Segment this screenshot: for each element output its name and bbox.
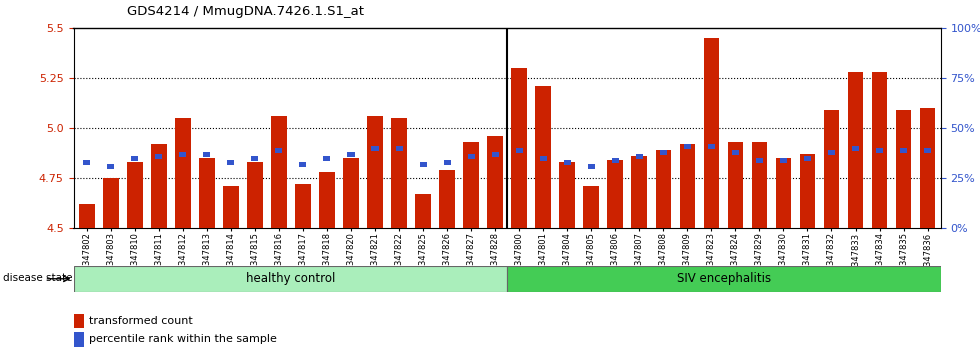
Bar xyxy=(612,158,618,162)
Text: SIV encephalitis: SIV encephalitis xyxy=(677,272,771,285)
Bar xyxy=(203,152,211,156)
Bar xyxy=(295,184,311,228)
Bar xyxy=(151,144,167,228)
Bar xyxy=(319,172,335,228)
Bar xyxy=(155,154,163,159)
Text: percentile rank within the sample: percentile rank within the sample xyxy=(89,335,277,344)
Bar xyxy=(636,154,643,159)
Bar xyxy=(275,148,282,153)
Bar xyxy=(391,118,407,228)
Bar xyxy=(876,148,883,153)
Bar xyxy=(107,164,115,169)
Bar xyxy=(74,314,84,329)
Bar xyxy=(756,158,762,162)
Bar xyxy=(583,186,599,228)
Bar xyxy=(684,144,691,149)
Bar xyxy=(103,178,119,228)
Bar xyxy=(775,158,791,228)
Text: disease state: disease state xyxy=(3,273,73,283)
Text: GDS4214 / MmugDNA.7426.1.S1_at: GDS4214 / MmugDNA.7426.1.S1_at xyxy=(127,5,365,18)
Text: healthy control: healthy control xyxy=(246,272,335,285)
Bar xyxy=(540,156,547,160)
Bar xyxy=(271,116,287,228)
Bar xyxy=(252,156,259,160)
Bar xyxy=(752,142,767,228)
Bar xyxy=(300,162,307,166)
Bar xyxy=(660,150,666,155)
Bar xyxy=(800,154,815,228)
Bar xyxy=(179,152,186,156)
Bar xyxy=(74,266,508,292)
Bar xyxy=(704,38,719,228)
Bar xyxy=(631,156,647,228)
Bar xyxy=(343,158,359,228)
Bar xyxy=(227,160,234,165)
Bar xyxy=(371,146,378,150)
Bar xyxy=(535,86,551,228)
Bar xyxy=(175,118,191,228)
Bar xyxy=(732,150,739,155)
Bar xyxy=(900,148,907,153)
Text: transformed count: transformed count xyxy=(89,316,193,326)
Bar xyxy=(492,152,499,156)
Bar xyxy=(348,152,355,156)
Bar xyxy=(828,150,835,155)
Bar xyxy=(804,156,811,160)
Bar xyxy=(560,162,575,228)
Bar xyxy=(323,156,330,160)
Bar xyxy=(512,68,527,228)
Bar xyxy=(464,142,479,228)
Bar xyxy=(416,194,431,228)
Bar xyxy=(131,156,138,160)
Bar xyxy=(852,146,859,150)
Bar xyxy=(920,108,935,228)
Bar xyxy=(727,142,743,228)
Bar xyxy=(79,204,94,228)
Bar xyxy=(564,160,570,165)
Bar xyxy=(127,162,142,228)
Bar xyxy=(708,144,714,149)
Bar xyxy=(896,110,911,228)
Bar xyxy=(508,266,941,292)
Bar xyxy=(515,148,522,153)
Bar xyxy=(679,144,695,228)
Bar xyxy=(823,110,839,228)
Bar xyxy=(74,332,84,347)
Bar xyxy=(199,158,215,228)
Bar xyxy=(444,160,451,165)
Bar xyxy=(419,162,426,166)
Bar xyxy=(780,158,787,162)
Bar xyxy=(608,160,623,228)
Bar xyxy=(247,162,263,228)
Bar xyxy=(848,72,863,228)
Bar xyxy=(588,164,595,169)
Bar xyxy=(467,154,474,159)
Bar xyxy=(924,148,931,153)
Bar xyxy=(487,136,503,228)
Bar xyxy=(368,116,383,228)
Bar xyxy=(656,150,671,228)
Bar xyxy=(83,160,90,165)
Bar xyxy=(872,72,887,228)
Bar xyxy=(223,186,239,228)
Bar xyxy=(439,170,455,228)
Bar xyxy=(396,146,403,150)
